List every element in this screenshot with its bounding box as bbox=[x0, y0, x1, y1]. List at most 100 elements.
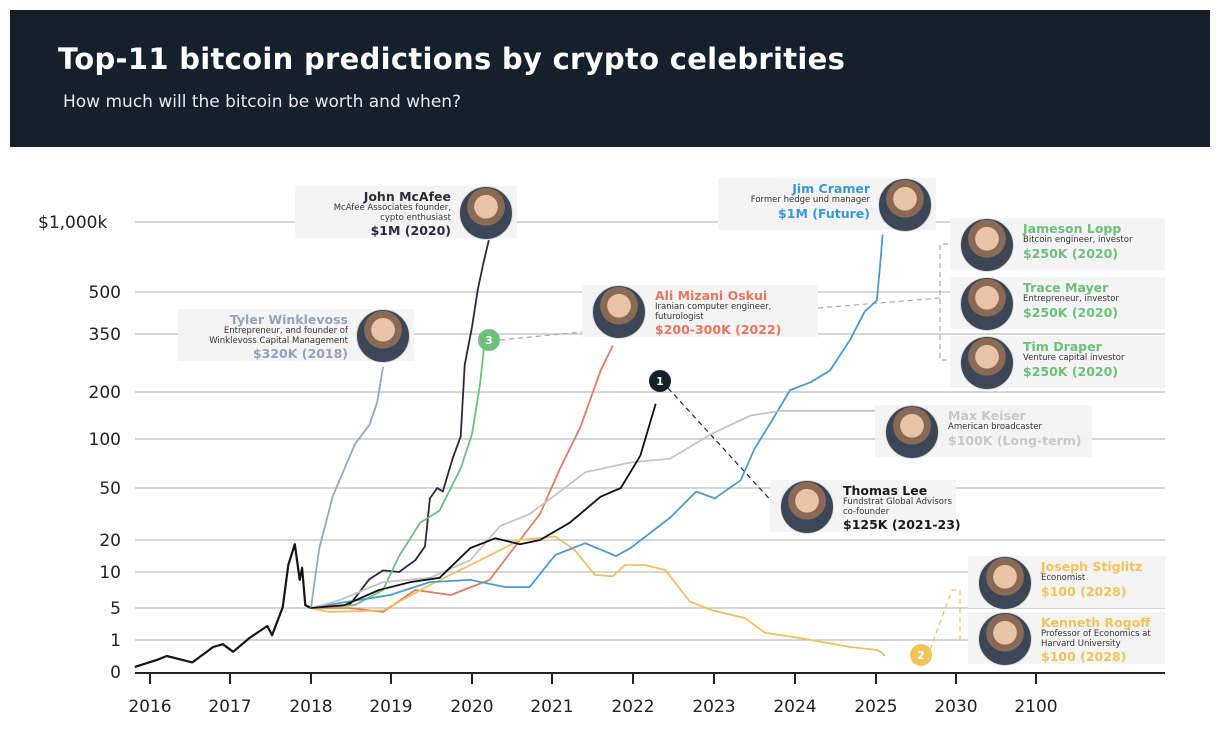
x-tick-label: 2021 bbox=[530, 697, 573, 717]
person-prediction: $125K (2021-23) bbox=[843, 517, 961, 533]
person-role: Professor of Economics at Harvard Univer… bbox=[1041, 628, 1151, 649]
series-line-lopp-mayer-draper bbox=[310, 339, 486, 609]
x-tick-label: 2016 bbox=[128, 697, 171, 717]
person-name: Tyler Winklevoss bbox=[229, 312, 348, 327]
chart-title: Top-11 bitcoin predictions by crypto cel… bbox=[58, 42, 846, 76]
header-banner: Top-11 bitcoin predictions by crypto cel… bbox=[10, 10, 1210, 147]
portrait-photo bbox=[459, 186, 513, 240]
series-line-cramer bbox=[310, 234, 884, 609]
series-lines bbox=[134, 234, 886, 668]
person-prediction: $100 (2028) bbox=[1041, 583, 1127, 599]
x-axis: 2016 2017 2018 2019 2020 2021 2022 2023 2024 2025… bbox=[128, 672, 1165, 717]
person-prediction: $250K (2020) bbox=[1023, 363, 1119, 379]
person-prediction: $250K (2020) bbox=[1023, 304, 1119, 320]
x-tick-label: 2019 bbox=[369, 697, 412, 717]
person-role: Entrepreneur, and founder of Winklevoss … bbox=[209, 325, 348, 346]
person-name: Ali Mizani Oskui bbox=[655, 288, 768, 303]
y-tick-label: 50 bbox=[99, 479, 121, 499]
person-name: Tim Draper bbox=[1023, 339, 1102, 354]
x-tick-label: 2025 bbox=[854, 697, 897, 717]
x-tick-label: 2017 bbox=[208, 697, 251, 717]
portrait-photo bbox=[592, 285, 646, 339]
portrait-photo bbox=[978, 612, 1032, 666]
person-role: Venture capital investor bbox=[1023, 352, 1125, 363]
series-line-thomas-lee bbox=[310, 403, 657, 609]
y-tick-label: 20 bbox=[99, 531, 121, 551]
annotation-jim-cramer: Jim Cramer Former hedge und manager $1M (F… bbox=[718, 178, 936, 232]
x-tick-label: 2100 bbox=[1014, 697, 1057, 717]
y-tick-label: 5 bbox=[110, 599, 121, 619]
portrait-photo bbox=[960, 336, 1014, 390]
person-role: Entrepreneur, investor bbox=[1023, 293, 1119, 304]
dashed-connector bbox=[929, 589, 966, 651]
annotation-jameson-lopp: Jameson Lopp Bitcoin engineer, investor $2… bbox=[950, 218, 1165, 272]
person-name: Joseph Stiglitz bbox=[1041, 559, 1143, 574]
portrait-photo bbox=[978, 556, 1032, 610]
portrait-photo bbox=[878, 178, 932, 232]
y-tick-label: $1,000k bbox=[38, 213, 107, 233]
person-name: Jim Cramer bbox=[792, 181, 870, 196]
y-tick-label: 100 bbox=[89, 430, 121, 450]
y-tick-label: 350 bbox=[89, 325, 121, 345]
chart-subtitle: How much will the bitcoin be worth and w… bbox=[63, 92, 462, 112]
y-axis-labels: 0 1 5 10 20 50 100 200 350 500 $1,000k bbox=[38, 213, 121, 683]
annotation-kenneth-rogoff: Kenneth Rogoff Professor of Economics at … bbox=[968, 612, 1165, 666]
annotation-ali-mizani-oskui: Ali Mizani Oskui Iranian computer enginee… bbox=[582, 285, 818, 339]
marker-label: 1 bbox=[656, 375, 664, 388]
annotation-tim-draper: Tim Draper Venture capital investor $250K … bbox=[950, 336, 1165, 390]
y-tick-label: 200 bbox=[89, 383, 121, 403]
portrait-photo bbox=[780, 480, 834, 534]
callout-markers: 1 2 3 bbox=[478, 329, 932, 666]
x-tick-label: 2023 bbox=[692, 697, 735, 717]
person-prediction: $1M (Future) bbox=[778, 205, 870, 221]
person-prediction: $320K (2018) bbox=[252, 346, 348, 362]
annotation-trace-mayer: Trace Mayer Entrepreneur, investor $250K (… bbox=[950, 277, 1165, 331]
dashed-connector bbox=[939, 243, 948, 361]
annotation-max-keiser: Max Keiser American broadcaster $100K (Lon… bbox=[875, 405, 1092, 459]
x-tick-label: 2030 bbox=[934, 697, 977, 717]
portrait-photo bbox=[885, 405, 939, 459]
series-line-winklevoss bbox=[310, 366, 384, 609]
series-line-stiglitz-rogoff bbox=[310, 535, 886, 657]
x-tick-label: 2022 bbox=[611, 697, 654, 717]
dashed-connector bbox=[817, 297, 941, 309]
x-tick-label: 2018 bbox=[289, 697, 332, 717]
marker-label: 2 bbox=[917, 649, 925, 662]
series-line-mcafee bbox=[310, 239, 490, 609]
person-role: Iranian computer engineer, futurologist bbox=[655, 301, 772, 322]
portrait-photo bbox=[960, 277, 1014, 331]
person-prediction: $1M (2020) bbox=[370, 223, 451, 239]
marker-2 bbox=[910, 644, 932, 666]
person-role: Fundstrat Global Advisors co-founder bbox=[843, 496, 952, 517]
y-tick-label: 500 bbox=[89, 283, 121, 303]
person-name: Thomas Lee bbox=[843, 483, 928, 498]
person-prediction: $200-300K (2022) bbox=[655, 322, 782, 338]
marker-3 bbox=[478, 329, 500, 351]
person-role: American broadcaster bbox=[948, 421, 1043, 432]
person-prediction: $100 (2028) bbox=[1041, 649, 1127, 665]
annotation-tyler-winklevoss: Tyler Winklevoss Entrepreneur, and founde… bbox=[178, 309, 414, 363]
person-role: McAfee Associates founder, cypto enthusi… bbox=[333, 202, 451, 223]
person-prediction: $100K (Long-term) bbox=[948, 432, 1082, 448]
dashed-connector bbox=[499, 331, 583, 341]
y-tick-label: 0 bbox=[110, 663, 121, 683]
annotation-john-mcafee: John McAfee McAfee Associates founder, cy… bbox=[295, 186, 517, 240]
connector-lines bbox=[499, 243, 966, 651]
person-name: Kenneth Rogoff bbox=[1041, 615, 1151, 630]
y-tick-label: 1 bbox=[110, 631, 121, 651]
person-name: Max Keiser bbox=[948, 408, 1026, 423]
person-name: Jameson Lopp bbox=[1023, 221, 1122, 236]
series-line-keiser bbox=[310, 409, 876, 609]
person-role: Economist bbox=[1041, 572, 1086, 583]
person-prediction: $250K (2020) bbox=[1023, 245, 1119, 261]
person-role: Bitcoin engineer, investor bbox=[1023, 234, 1133, 245]
person-name: Trace Mayer bbox=[1023, 280, 1109, 295]
marker-1 bbox=[649, 370, 671, 392]
marker-label: 3 bbox=[485, 334, 493, 347]
portrait-photo bbox=[960, 218, 1014, 272]
annotation-joseph-stiglitz: Joseph Stiglitz Economist $100 (2028) bbox=[968, 556, 1165, 610]
series-line-historical bbox=[134, 543, 312, 668]
annotation-thomas-lee: Thomas Lee Fundstrat Global Advisors co-f… bbox=[770, 480, 961, 534]
person-role: Former hedge und manager bbox=[750, 194, 870, 205]
